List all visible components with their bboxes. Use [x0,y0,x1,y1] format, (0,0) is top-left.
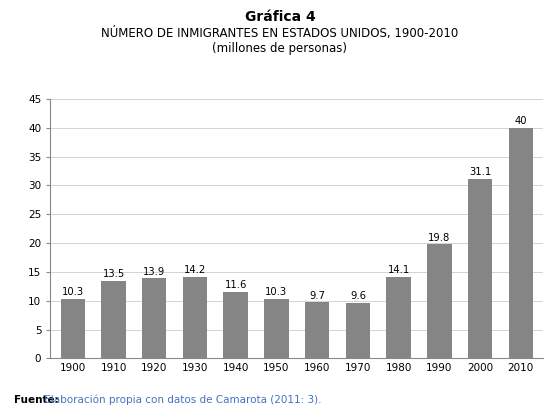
Text: (millones de personas): (millones de personas) [212,42,348,55]
Bar [223,292,248,358]
Text: Elaboración propia con datos de Camarota (2011: 3).: Elaboración propia con datos de Camarota… [41,394,321,405]
Text: 13.9: 13.9 [143,267,165,276]
Bar [305,302,329,358]
Text: 11.6: 11.6 [225,280,247,290]
Text: 19.8: 19.8 [428,232,450,243]
Text: 9.6: 9.6 [350,291,366,301]
Bar [508,128,533,358]
Bar [264,299,288,358]
Text: 13.5: 13.5 [102,269,125,279]
Bar [142,278,166,358]
Text: 10.3: 10.3 [62,287,84,297]
Bar [60,299,85,358]
Text: 31.1: 31.1 [469,167,491,177]
Text: 10.3: 10.3 [265,287,287,297]
Bar [101,281,126,358]
Bar [386,277,411,358]
Text: Fuente:: Fuente: [14,395,59,405]
Bar [468,179,492,358]
Text: 40: 40 [515,116,527,126]
Bar [183,276,207,358]
Bar [346,303,370,358]
Text: 14.2: 14.2 [184,265,206,275]
Text: 9.7: 9.7 [309,291,325,301]
Text: 14.1: 14.1 [388,265,410,275]
Text: Gráfica 4: Gráfica 4 [245,10,315,24]
Text: NÚMERO DE INMIGRANTES EN ESTADOS UNIDOS, 1900-2010: NÚMERO DE INMIGRANTES EN ESTADOS UNIDOS,… [101,27,459,40]
Bar [427,244,451,358]
